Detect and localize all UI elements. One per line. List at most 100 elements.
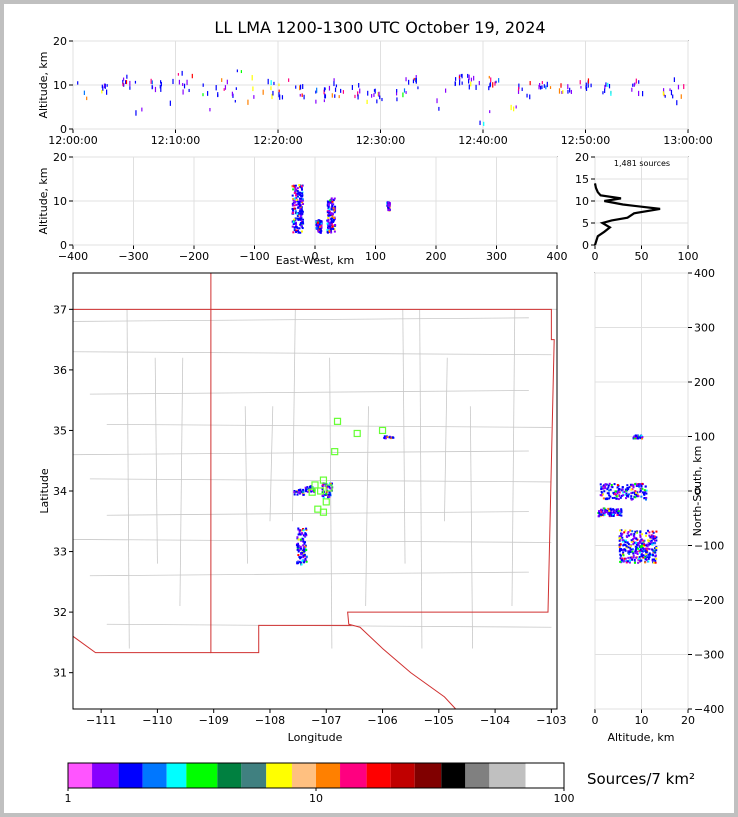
east-west-source — [293, 207, 296, 210]
north-south-source — [654, 559, 657, 562]
north-south-source — [627, 543, 630, 546]
north-south-source — [620, 508, 623, 511]
north-south-source — [629, 551, 632, 554]
north-south-source — [651, 558, 654, 561]
north-south-source — [636, 483, 639, 486]
north-south-source — [603, 484, 606, 487]
north-south-source — [631, 558, 634, 561]
plan-view-source — [297, 533, 300, 536]
east-west-source — [291, 185, 294, 188]
north-south-source — [655, 539, 658, 542]
east-west-source — [291, 210, 294, 213]
county-line — [106, 423, 552, 428]
county-line — [89, 571, 529, 577]
north-south-source — [635, 531, 638, 534]
colorbar: 1 10 100 — [65, 762, 575, 805]
north-south-source — [601, 493, 604, 496]
colorbar-label: Sources/7 km² — [587, 770, 695, 788]
north-south-source — [638, 541, 641, 544]
time-height-source — [324, 87, 326, 91]
colorbar-swatch — [291, 763, 316, 788]
x-tick-label: 12:20:00 — [253, 134, 302, 147]
time-height-source — [122, 79, 124, 85]
east-west-source — [300, 217, 303, 220]
y-tick-label: 32 — [53, 606, 67, 619]
north-south-source — [627, 546, 630, 549]
north-south-source — [608, 497, 611, 500]
time-height-source — [159, 84, 161, 89]
north-south-source — [625, 560, 628, 563]
east-west-source — [294, 184, 297, 187]
east-west-source — [331, 200, 334, 203]
north-south-source — [639, 534, 642, 537]
north-south-source — [645, 549, 648, 552]
time-height-source — [226, 79, 228, 85]
north-south-source — [600, 513, 603, 516]
y-tick-label: 34 — [53, 485, 67, 498]
plan-view-source — [322, 495, 325, 498]
east-west-source — [301, 227, 304, 230]
north-south-source — [629, 483, 632, 486]
plan-view-source — [304, 534, 307, 537]
y-tick-label: −300 — [694, 649, 724, 662]
east-west-source — [319, 222, 322, 225]
plan-view-source — [303, 559, 306, 562]
colorbar-tick-label: 1 — [65, 792, 72, 805]
time-height-source — [495, 80, 497, 84]
plan-view-source — [300, 539, 303, 542]
time-height-source — [340, 88, 342, 93]
east-west-source — [299, 231, 302, 234]
plan-view-source — [325, 483, 328, 486]
east-west-source — [297, 212, 300, 215]
north-south-source — [633, 537, 636, 540]
north-south-source — [648, 531, 651, 534]
north-south-source — [650, 539, 653, 542]
time-height-source — [123, 83, 125, 87]
north-south-source — [627, 551, 630, 554]
north-south-source — [628, 550, 631, 553]
north-south-source — [622, 551, 625, 554]
north-south-source — [606, 509, 609, 512]
east-west-source — [327, 200, 330, 203]
time-height-source — [415, 78, 417, 84]
time-height-source — [458, 75, 461, 79]
time-height-source — [513, 106, 515, 112]
plan-view-source — [327, 496, 330, 499]
plan-view-source — [299, 545, 302, 548]
time-height-source — [608, 83, 611, 89]
north-south-source — [636, 542, 639, 545]
time-height-source — [468, 78, 470, 84]
north-south-source — [636, 493, 639, 496]
north-south-source — [648, 556, 651, 559]
north-south-source — [636, 434, 639, 437]
north-south-source — [623, 557, 626, 560]
north-south-source — [636, 547, 639, 550]
east-west-source — [331, 204, 334, 207]
x-tick-label: 10 — [635, 714, 649, 727]
north-south-source — [604, 487, 607, 490]
east-west-source — [297, 201, 300, 204]
north-south-source — [651, 534, 654, 537]
y-tick-label: 37 — [53, 303, 67, 316]
time-height-source — [236, 69, 238, 73]
north-south-source — [623, 490, 626, 493]
time-height-source — [357, 91, 359, 97]
x-tick-label: 200 — [426, 250, 447, 263]
north-south-source — [620, 549, 623, 552]
plan-view-source — [297, 554, 300, 557]
plan-view-source — [390, 437, 393, 440]
east-west-source — [334, 207, 337, 210]
east-west-source — [299, 218, 302, 221]
x-tick-label: −111 — [86, 714, 116, 727]
north-south-source — [648, 552, 651, 555]
county-line — [244, 406, 248, 564]
north-south-source — [655, 557, 658, 560]
time-height-source — [460, 74, 462, 77]
plan-view-source — [322, 494, 325, 497]
plan-view-source — [328, 495, 331, 498]
time-height-source — [373, 89, 376, 92]
east-west-source — [291, 208, 294, 211]
time-height-source — [101, 84, 103, 89]
north-south-source — [630, 539, 633, 542]
north-south-source — [608, 482, 611, 485]
